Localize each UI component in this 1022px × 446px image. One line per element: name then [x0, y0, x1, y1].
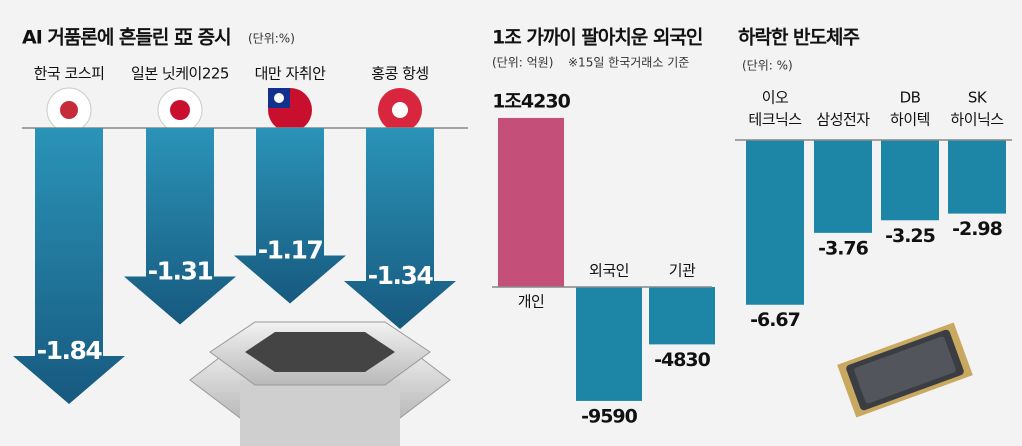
category-label: 외국인: [589, 262, 629, 280]
category-label: 대만 자취안: [255, 65, 326, 83]
note: ※15일 한국거래소 기준: [568, 56, 689, 70]
category-label: 일본 닛케이225: [131, 65, 229, 83]
bar: [498, 117, 564, 287]
value-label: -1.31: [148, 257, 213, 286]
value-label: -4830: [654, 349, 711, 371]
category-label: 테크닉스: [748, 111, 802, 129]
category-label: 하이텍: [890, 111, 930, 129]
unit-label: (단위:%): [248, 32, 295, 46]
unit-label: (단위: 억원): [492, 56, 553, 70]
value-label: -1.84: [37, 336, 103, 365]
bar: [576, 287, 642, 401]
bar: [814, 140, 872, 233]
chart-title: 1조 가까이 팔아치운 외국인: [492, 27, 702, 49]
category-label: 기관: [669, 262, 696, 280]
category-label: 개인: [518, 293, 545, 311]
value-label: -3.25: [885, 225, 935, 247]
value-label: -6.67: [750, 309, 800, 331]
category-label: 홍콩 항셍: [371, 65, 428, 83]
unit-label: (단위: %): [742, 59, 793, 73]
pedestal-decoration: [189, 321, 451, 446]
bar: [746, 140, 804, 305]
chart-title: 하락한 반도체주: [738, 27, 859, 49]
flag-decoration: [46, 87, 422, 133]
arrow-bar: [344, 128, 456, 329]
chip-decoration: [837, 322, 973, 418]
arrow-bar: [124, 128, 236, 325]
category-label: 이오: [762, 89, 789, 107]
value-label: -3.76: [818, 237, 869, 259]
bar: [881, 140, 939, 221]
category-label: 하이닉스: [950, 111, 1004, 129]
value-label: -9590: [581, 405, 638, 427]
bar: [649, 287, 715, 345]
value-label: -2.98: [952, 218, 1003, 240]
arrow-bar: [13, 128, 125, 404]
chart-title: AI 거품론에 흔들린 亞 증시: [22, 26, 231, 49]
value-label: -1.34: [368, 261, 434, 290]
category-label: 삼성전자: [816, 111, 870, 129]
value-label: 1조4230: [492, 90, 570, 112]
value-label: -1.17: [258, 236, 323, 265]
category-label: SK: [968, 89, 988, 107]
arrow-bar: [234, 128, 346, 304]
bar: [948, 140, 1006, 214]
category-label: DB: [900, 89, 921, 107]
category-label: 한국 코스피: [34, 65, 105, 83]
